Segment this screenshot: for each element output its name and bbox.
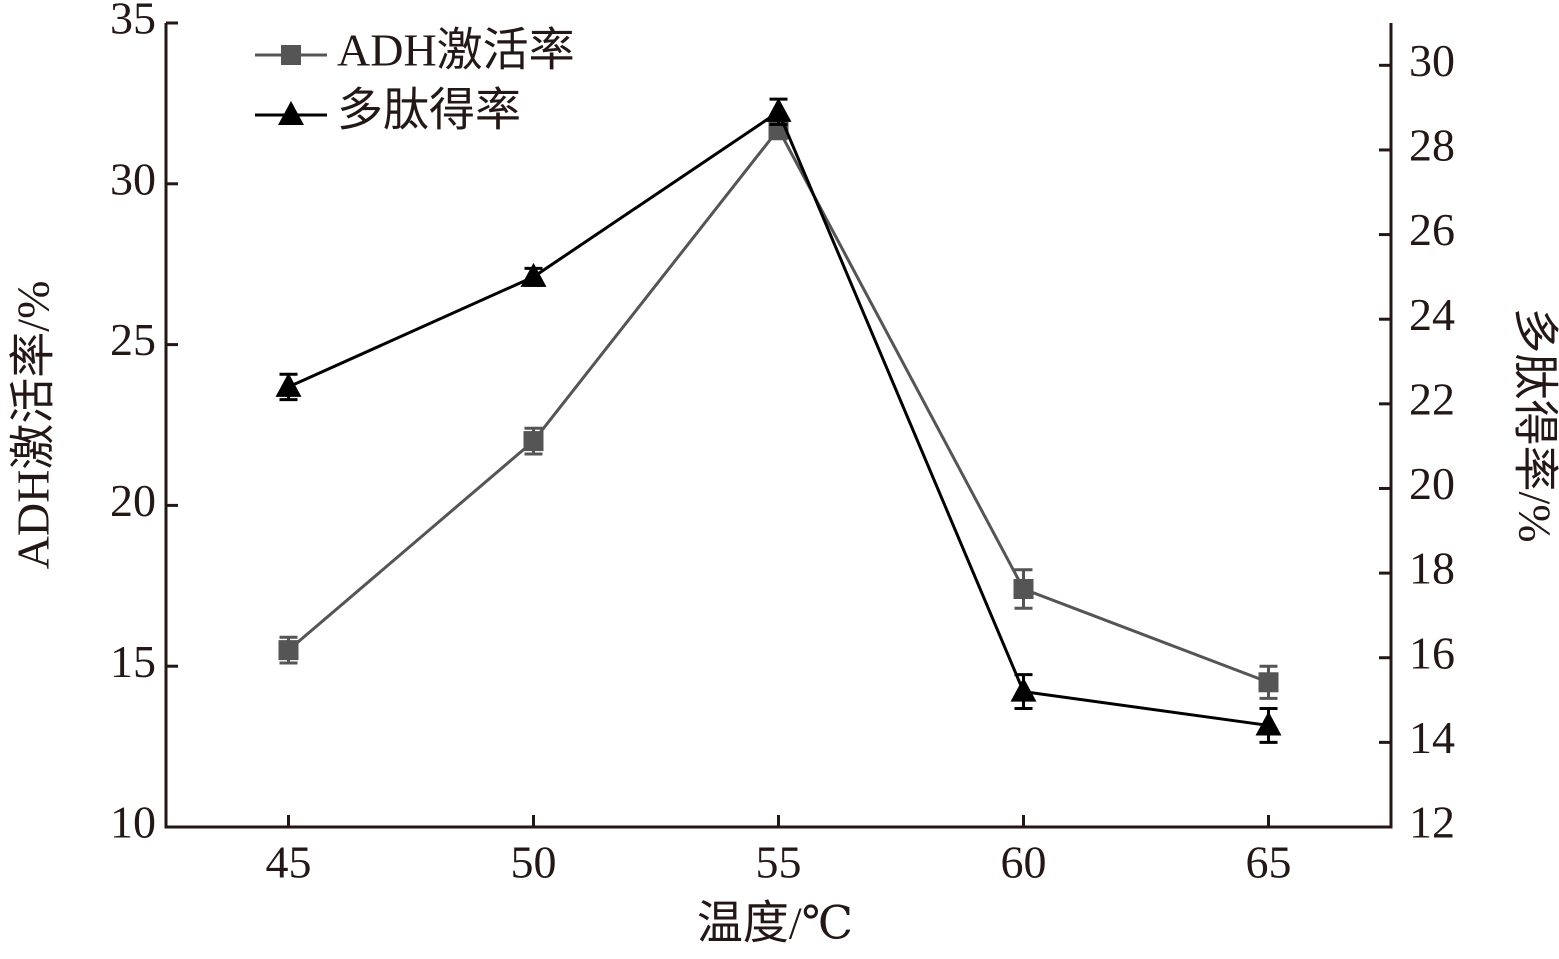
- data-point: [523, 431, 544, 452]
- data-point: [765, 97, 792, 122]
- y-tick-label: 25: [110, 314, 156, 365]
- x-tick-label: 55: [756, 837, 802, 888]
- y-tick-label: 15: [110, 636, 156, 687]
- y-tick-label: 10: [110, 797, 156, 848]
- data-point: [520, 262, 547, 287]
- data-point: [275, 372, 302, 397]
- series-line: [287, 109, 1269, 727]
- y2-tick-label: 24: [1409, 289, 1455, 340]
- x-tick-label: 45: [266, 837, 312, 888]
- data-point: [1013, 579, 1034, 600]
- data-point: [278, 640, 299, 661]
- y2-tick-label: 26: [1409, 204, 1455, 255]
- y2-tick-label: 16: [1409, 627, 1455, 678]
- axes: [164, 23, 1393, 829]
- data-point: [1258, 672, 1279, 693]
- legend-marker: [281, 45, 301, 65]
- legend-label: 多肽得率: [337, 85, 521, 136]
- y2-tick-label: 28: [1409, 120, 1455, 171]
- data-point: [1010, 677, 1037, 702]
- y-tick-label: 30: [110, 153, 156, 204]
- y-axis-title: ADH激活率/%: [8, 281, 59, 570]
- x-axis-title: 温度/℃: [697, 898, 853, 949]
- series-line: [287, 126, 1270, 684]
- x-tick-label: 65: [1246, 837, 1292, 888]
- y2-tick-label: 14: [1409, 712, 1455, 763]
- y2-tick-label: 22: [1409, 373, 1455, 424]
- y2-tick-label: 18: [1409, 543, 1455, 594]
- x-tick-label: 50: [511, 837, 557, 888]
- data-point: [1255, 711, 1282, 736]
- y-tick-label: 35: [110, 0, 156, 44]
- legend-label: ADH激活率: [337, 25, 575, 76]
- y2-tick-label: 12: [1409, 797, 1455, 848]
- x-tick-label: 60: [1001, 837, 1047, 888]
- y2-axis-title: 多肽得率/%: [1509, 307, 1559, 542]
- y2-tick-label: 20: [1409, 458, 1455, 509]
- y2-tick-label: 30: [1409, 35, 1455, 86]
- legend-marker: [278, 101, 304, 125]
- y-tick-label: 20: [110, 475, 156, 526]
